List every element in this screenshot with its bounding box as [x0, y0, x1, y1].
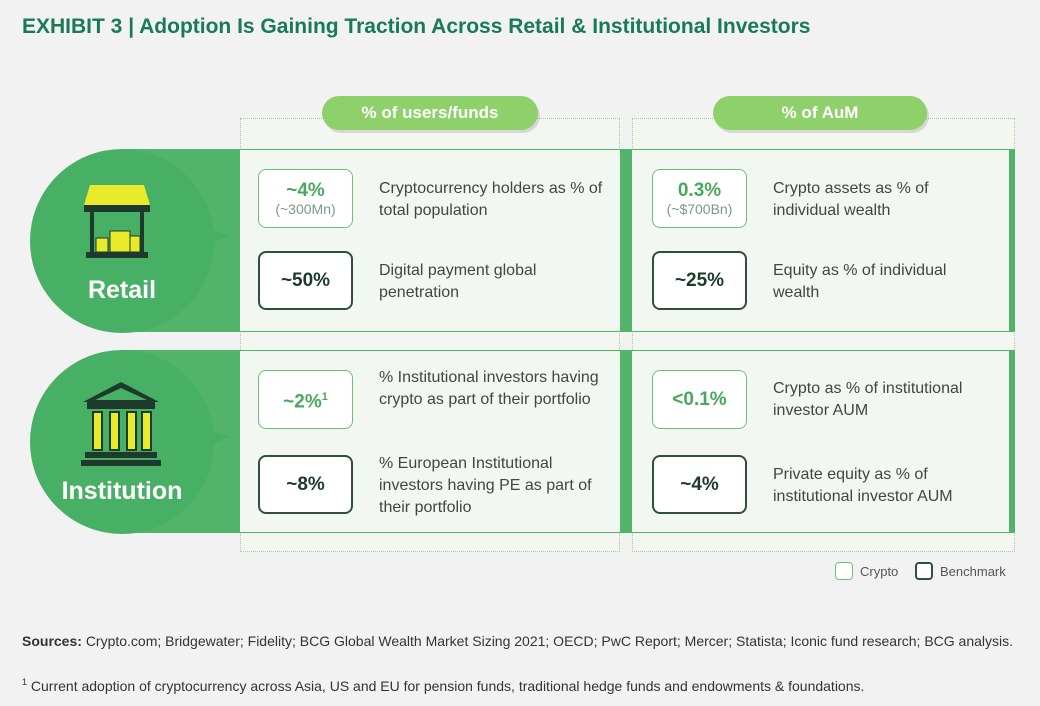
- institution-aum-crypto-box: <0.1%: [652, 370, 747, 429]
- sources-text: Crypto.com; Bridgewater; Fidelity; BCG G…: [85, 633, 1014, 649]
- sources-label: Sources:: [22, 633, 82, 649]
- retail-users-crypto-desc: Cryptocurrency holders as % of total pop…: [379, 180, 603, 219]
- retail-aum-crypto-desc: Crypto assets as % of individual wealth: [773, 180, 929, 219]
- exhibit-title: EXHIBIT 3 | Adoption Is Gaining Traction…: [22, 15, 811, 38]
- sub-value: (~$700Bn): [666, 200, 733, 217]
- legend-crypto: Crypto: [835, 562, 898, 580]
- retail-aum-benchmark-desc: Equity as % of individual wealth: [773, 262, 947, 301]
- aum-header: % of AuM: [713, 96, 927, 130]
- institution-users-crypto-desc: % Institutional investors having crypto …: [379, 369, 599, 408]
- value: ~4%: [680, 474, 719, 495]
- value: ~25%: [674, 270, 725, 291]
- institution-label: Institution: [61, 477, 183, 505]
- institution-circle: [30, 350, 214, 534]
- retail-circle-pointer: [200, 225, 230, 247]
- legend-benchmark: Benchmark: [915, 562, 1006, 580]
- institution-aum-benchmark-desc: Private equity as % of institutional inv…: [773, 466, 953, 505]
- retail-aum-benchmark-box: ~25%: [652, 251, 747, 310]
- legend-benchmark-label: Benchmark: [940, 563, 1006, 579]
- value: ~4%: [286, 179, 325, 201]
- institution-users-benchmark-box: ~8%: [258, 455, 353, 514]
- bank-building-icon: [81, 382, 161, 466]
- legend-crypto-label: Crypto: [860, 563, 899, 579]
- footnote: 1 Current adoption of cryptocurrency acr…: [22, 677, 1032, 695]
- store-icon: [84, 185, 150, 258]
- sub-value: (~300Mn): [275, 200, 336, 217]
- footnote-marker: 1: [321, 390, 328, 403]
- retail-users-benchmark-box: ~50%: [258, 251, 353, 310]
- value: ~2%: [283, 391, 322, 413]
- legend-benchmark-swatch: [915, 562, 933, 580]
- value: ~8%: [286, 474, 325, 495]
- sources-note: Sources: Crypto.com; Bridgewater; Fideli…: [22, 631, 1022, 651]
- retail-aum-crypto-box: 0.3% (~$700Bn): [652, 169, 747, 228]
- institution-users-crypto-box: ~2%1: [258, 370, 353, 429]
- institution-aum-benchmark-box: ~4%: [652, 455, 747, 514]
- footnote-marker: 1: [22, 677, 28, 687]
- value: ~50%: [280, 270, 331, 291]
- value: <0.1%: [672, 389, 727, 410]
- users-funds-header: % of users/funds: [322, 96, 538, 130]
- institution-aum-crypto-desc: Crypto as % of institutional investor AU…: [773, 380, 963, 419]
- footnote-text: Current adoption of cryptocurrency acros…: [30, 678, 865, 694]
- retail-users-benchmark-desc: Digital payment global penetration: [379, 262, 537, 301]
- value: 0.3%: [677, 179, 722, 201]
- legend-crypto-swatch: [835, 562, 853, 580]
- retail-users-crypto-box: ~4% (~300Mn): [258, 169, 353, 228]
- institution-circle-pointer: [200, 426, 230, 448]
- value-with-footnote: ~2%1: [283, 387, 328, 412]
- institution-users-benchmark-desc: % European Institutional investors havin…: [379, 455, 592, 516]
- retail-label: Retail: [87, 276, 157, 304]
